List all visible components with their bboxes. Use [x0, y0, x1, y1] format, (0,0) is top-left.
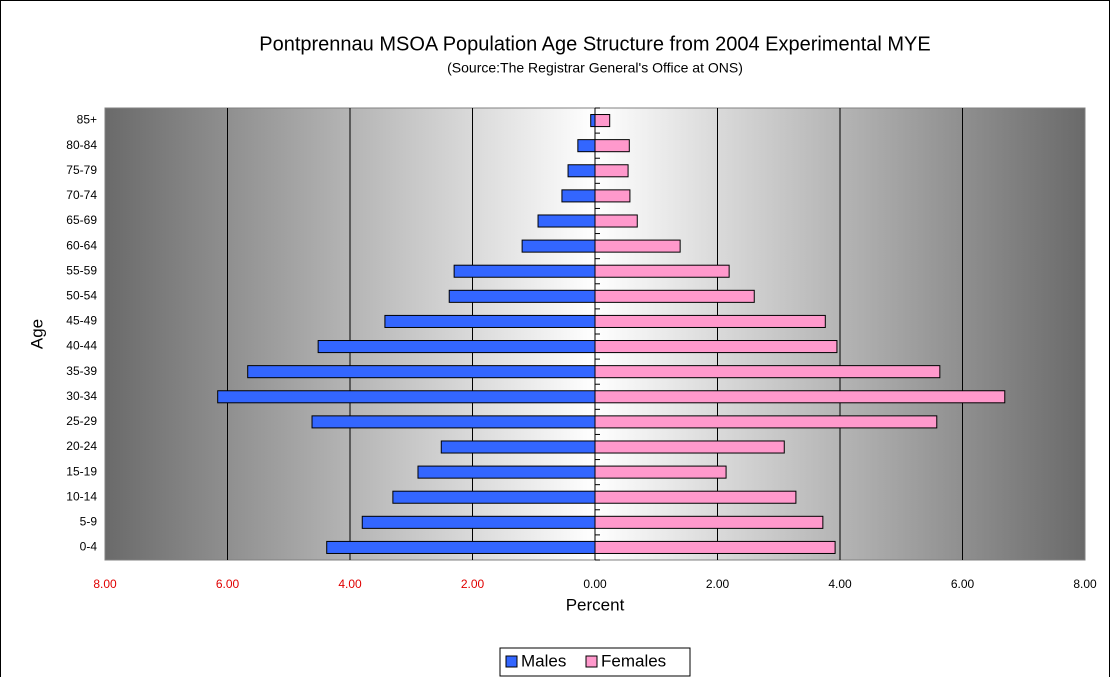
bar [577, 139, 596, 153]
bar [594, 490, 797, 504]
bar [594, 164, 629, 178]
y-tick-label: 0-4 [80, 540, 98, 554]
y-tick-label: 45-49 [66, 314, 97, 328]
bar [594, 390, 1006, 404]
y-tick-label: 15-19 [66, 464, 97, 478]
bar [392, 490, 596, 504]
y-tick-label: 65-69 [66, 213, 97, 227]
y-tick-label: 5-9 [80, 515, 98, 529]
bar [247, 365, 596, 379]
y-tick-label: 20-24 [66, 439, 97, 453]
bar [317, 340, 596, 354]
y-tick-label: 35-39 [66, 364, 97, 378]
x-tick-label: 2.00 [461, 577, 485, 591]
y-tick-label: 60-64 [66, 238, 97, 252]
x-tick-label: 6.00 [216, 577, 240, 591]
bar [594, 114, 611, 128]
bar [567, 164, 596, 178]
bar [594, 540, 836, 554]
bar [417, 465, 596, 479]
bar [594, 239, 681, 253]
legend: Males Females [499, 647, 691, 677]
y-tick-label: 30-34 [66, 389, 97, 403]
y-axis-label: Age [27, 319, 46, 349]
y-tick-label: 75-79 [66, 163, 97, 177]
y-tick-label: 50-54 [66, 289, 97, 303]
y-tick-label: 80-84 [66, 138, 97, 152]
bar [448, 289, 596, 303]
bar [590, 114, 596, 128]
legend-swatch [585, 655, 598, 668]
bar [594, 314, 826, 328]
bar [311, 415, 596, 429]
y-tick-label: 40-44 [66, 339, 97, 353]
legend-swatch [505, 655, 518, 668]
bar [326, 540, 596, 554]
bar [440, 440, 596, 454]
bar [594, 289, 755, 303]
y-tick-label: 85+ [77, 113, 97, 127]
bar [384, 314, 596, 328]
bar [594, 465, 727, 479]
bar [594, 340, 838, 354]
y-tick-label: 70-74 [66, 188, 97, 202]
bar [361, 515, 596, 529]
bar [594, 415, 938, 429]
chart-title: Pontprennau MSOA Population Age Structur… [259, 33, 930, 55]
x-tick-label: 0.00 [583, 577, 607, 591]
x-tick-label: 4.00 [338, 577, 362, 591]
bar [537, 214, 596, 228]
bar [561, 189, 596, 203]
legend-label: Females [601, 651, 666, 670]
bar [594, 264, 730, 278]
x-tick-label: 8.00 [1073, 577, 1097, 591]
bar [594, 189, 631, 203]
chart-subtitle: (Source:The Registrar General's Office a… [447, 60, 743, 76]
x-axis-label: Percent [566, 595, 625, 614]
y-tick-label: 10-14 [66, 489, 97, 503]
bar [594, 515, 824, 529]
bar [594, 440, 785, 454]
legend-label: Males [521, 651, 566, 670]
bar [594, 365, 941, 379]
x-tick-label: 8.00 [93, 577, 117, 591]
y-tick-label: 55-59 [66, 263, 97, 277]
bar [217, 390, 596, 404]
bar [594, 214, 638, 228]
y-tick-label: 25-29 [66, 414, 97, 428]
x-tick-label: 4.00 [828, 577, 852, 591]
x-tick-label: 2.00 [706, 577, 730, 591]
bar [594, 139, 630, 153]
x-tick-label: 6.00 [951, 577, 975, 591]
bar [521, 239, 596, 253]
bar [453, 264, 596, 278]
